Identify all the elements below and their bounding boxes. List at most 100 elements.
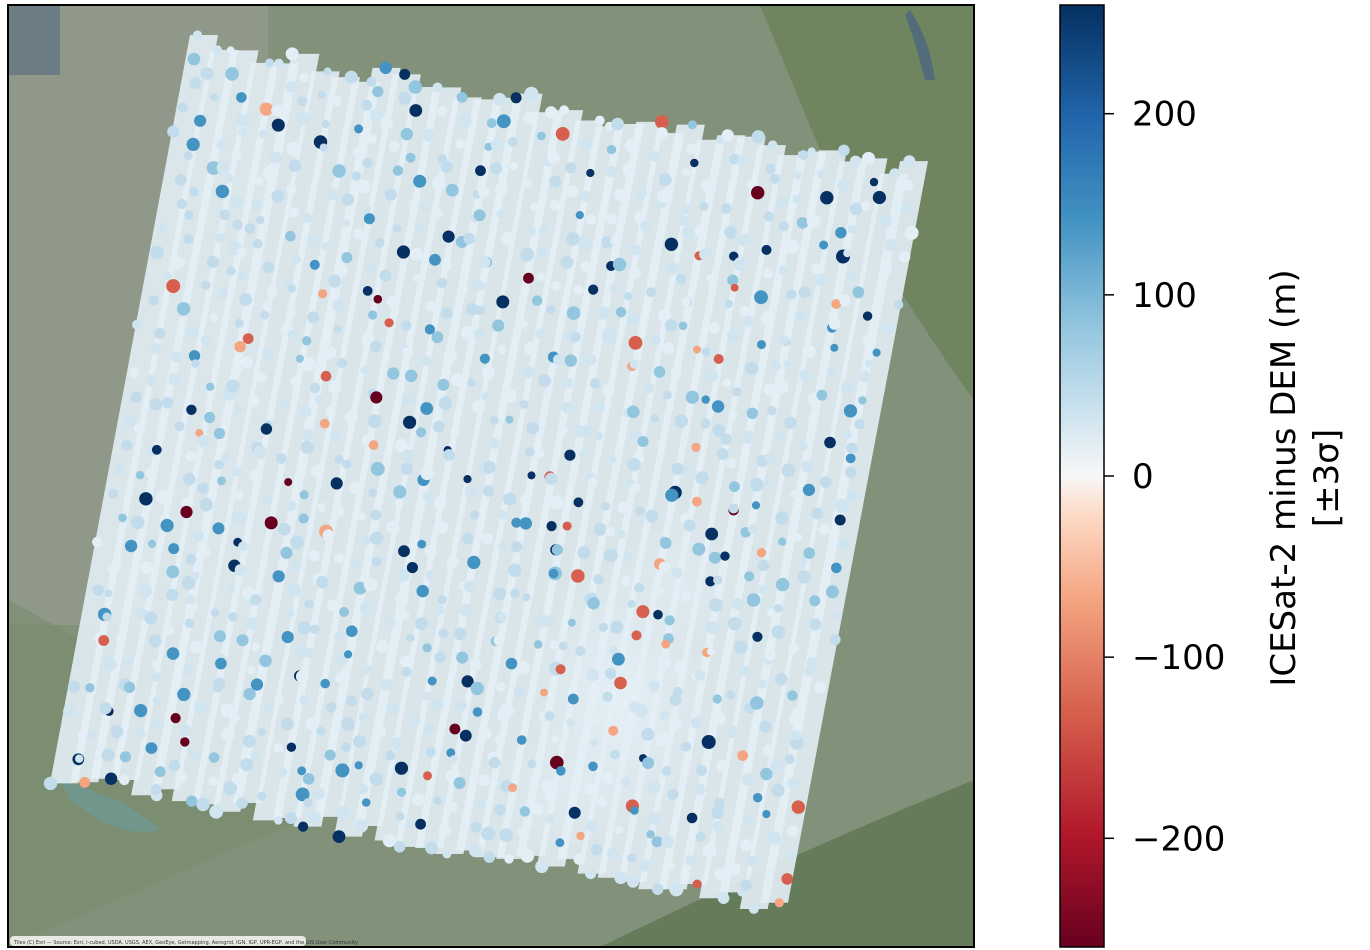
residual-point xyxy=(280,546,293,559)
residual-point xyxy=(299,490,309,500)
residual-point xyxy=(504,854,514,864)
residual-point xyxy=(287,329,300,342)
residual-point xyxy=(321,242,330,251)
ground-track-swath xyxy=(192,77,360,805)
residual-point xyxy=(636,605,650,619)
residual-point xyxy=(304,599,314,609)
residual-point xyxy=(168,373,181,386)
residual-point xyxy=(264,516,278,530)
residual-point xyxy=(708,551,722,564)
residual-point xyxy=(260,310,270,320)
residual-point xyxy=(802,345,816,358)
residual-point xyxy=(368,310,378,320)
residual-point xyxy=(308,235,320,248)
residual-point xyxy=(263,165,277,180)
residual-point xyxy=(353,581,367,595)
residual-point xyxy=(395,812,405,821)
colorbar: 200 100 0 −100 −200 ICESat-2 minus DEM (m) [… xyxy=(1059,4,1347,948)
residual-point xyxy=(227,612,238,622)
residual-point xyxy=(811,263,822,275)
residual-point xyxy=(286,742,297,752)
residual-point xyxy=(273,743,284,753)
residual-point xyxy=(562,521,572,531)
residual-point xyxy=(380,116,393,129)
residual-point xyxy=(273,695,284,705)
residual-point xyxy=(586,668,599,682)
residual-point xyxy=(281,401,290,410)
residual-point xyxy=(388,140,400,153)
residual-point xyxy=(705,576,716,587)
residual-point xyxy=(163,624,175,636)
residual-point xyxy=(404,369,418,383)
residual-point xyxy=(793,171,802,180)
residual-point xyxy=(568,806,581,819)
residual-point xyxy=(323,67,332,76)
residual-point xyxy=(648,811,661,825)
svg-text:Tiles (C) Esri — Source: Esri,: Tiles (C) Esri — Source: Esri, i-cubed, … xyxy=(13,940,358,946)
residual-point xyxy=(750,696,764,710)
residual-point xyxy=(285,81,297,93)
residual-point xyxy=(606,847,619,860)
residual-point xyxy=(167,125,180,138)
residual-point xyxy=(624,292,633,301)
residual-point xyxy=(728,862,741,876)
residual-point xyxy=(790,730,801,741)
residual-point xyxy=(405,152,416,163)
residual-point xyxy=(653,609,663,620)
residual-point xyxy=(497,612,507,622)
residual-point xyxy=(459,603,473,617)
residual-point xyxy=(191,359,200,368)
residual-point xyxy=(889,168,901,180)
residual-point xyxy=(659,537,672,549)
residual-point xyxy=(397,787,407,797)
residual-point xyxy=(472,707,483,717)
residual-point xyxy=(685,390,699,404)
residual-point xyxy=(565,185,579,198)
residual-point xyxy=(645,509,659,523)
residual-point xyxy=(188,350,201,362)
residual-point xyxy=(320,370,332,382)
ground-track-swath xyxy=(618,145,786,882)
residual-point xyxy=(399,655,412,668)
residual-point xyxy=(234,564,247,576)
residual-point xyxy=(413,174,427,188)
residual-point xyxy=(435,520,449,534)
residual-point xyxy=(483,851,495,863)
residual-point xyxy=(496,295,510,309)
residual-point xyxy=(473,209,486,222)
residual-point xyxy=(778,265,789,276)
residual-point xyxy=(797,570,811,584)
residual-point xyxy=(692,496,702,507)
residual-point xyxy=(612,257,627,272)
residual-point xyxy=(828,318,841,330)
residual-point xyxy=(657,440,666,450)
residual-point xyxy=(597,797,607,807)
residual-point xyxy=(670,368,682,379)
residual-point xyxy=(443,349,457,363)
residual-point xyxy=(353,228,365,240)
residual-point xyxy=(236,634,249,647)
residual-point xyxy=(177,687,191,702)
residual-point xyxy=(642,757,655,769)
residual-point xyxy=(700,418,711,429)
residual-point xyxy=(185,450,197,462)
residual-point xyxy=(533,640,543,649)
residual-point xyxy=(478,186,490,198)
residual-point xyxy=(110,725,124,739)
residual-point xyxy=(754,290,768,305)
residual-point xyxy=(425,570,436,581)
residual-point xyxy=(490,162,502,175)
residual-point xyxy=(280,717,294,731)
residual-point xyxy=(573,284,584,295)
residual-point xyxy=(778,221,790,232)
residual-point xyxy=(286,183,297,195)
residual-point xyxy=(411,793,425,806)
residual-point xyxy=(551,544,564,556)
residual-point xyxy=(669,693,682,706)
residual-point xyxy=(544,788,557,801)
residual-point xyxy=(305,717,319,730)
residual-point xyxy=(79,776,91,788)
residual-point xyxy=(784,416,797,429)
residual-point xyxy=(601,383,615,396)
residual-point xyxy=(527,471,536,480)
